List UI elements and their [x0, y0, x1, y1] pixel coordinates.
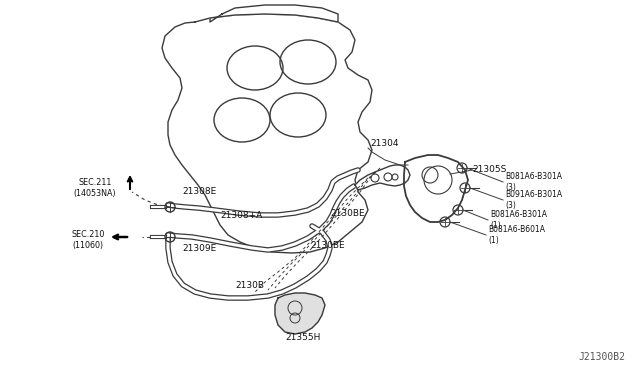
Polygon shape [355, 165, 410, 190]
Text: 21304: 21304 [370, 139, 399, 148]
Polygon shape [275, 293, 325, 334]
Text: B081A6-B301A
(3): B081A6-B301A (3) [505, 172, 562, 192]
Polygon shape [404, 155, 468, 222]
Polygon shape [162, 14, 372, 253]
Text: 2130B: 2130B [235, 281, 264, 290]
Text: 21308E: 21308E [182, 187, 216, 196]
Text: SEC.210
(11060): SEC.210 (11060) [71, 230, 105, 250]
Text: 21355H: 21355H [285, 333, 321, 342]
Text: B091A6-B301A
(3): B091A6-B301A (3) [505, 190, 562, 210]
Text: 21309E: 21309E [182, 244, 216, 253]
Text: 21308+A: 21308+A [220, 211, 262, 220]
Text: J21300B2: J21300B2 [578, 352, 625, 362]
Text: SEC.211
(14053NA): SEC.211 (14053NA) [74, 178, 116, 198]
Polygon shape [210, 5, 338, 22]
Text: B081A6-B301A
(1): B081A6-B301A (1) [490, 210, 547, 230]
Text: 2130BE: 2130BE [310, 241, 344, 250]
Text: B081A6-B601A
(1): B081A6-B601A (1) [488, 225, 545, 245]
Text: 21305S: 21305S [472, 166, 506, 174]
Text: 2130BE: 2130BE [330, 209, 365, 218]
